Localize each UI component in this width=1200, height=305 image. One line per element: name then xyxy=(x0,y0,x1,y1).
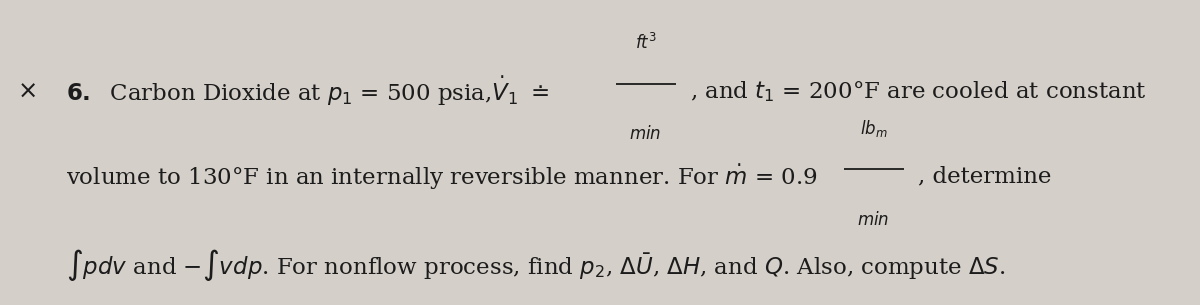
Text: $ft^3$: $ft^3$ xyxy=(635,33,656,53)
Text: $min$: $min$ xyxy=(630,125,661,143)
Text: $\times$: $\times$ xyxy=(17,80,36,103)
Text: $min$: $min$ xyxy=(858,210,889,229)
Text: $\int pdv$ and $-\int vdp$. For nonflow process, find $p_2$, $\Delta\bar{U}$, $\: $\int pdv$ and $-\int vdp$. For nonflow … xyxy=(66,247,1006,283)
Text: , determine: , determine xyxy=(918,166,1051,188)
Text: , and $t_1$ = 200°F are cooled at constant: , and $t_1$ = 200°F are cooled at consta… xyxy=(690,79,1147,104)
Text: $lb_m$: $lb_m$ xyxy=(859,118,888,138)
Text: volume to 130°F in an internally reversible manner. For $\dot{m}$ = 0.9: volume to 130°F in an internally reversi… xyxy=(66,162,818,192)
Text: $\mathbf{6.}$  Carbon Dioxide at $p_1$ = 500 psia,$\dot{V}_1$ $\doteq$: $\mathbf{6.}$ Carbon Dioxide at $p_1$ = … xyxy=(66,75,550,108)
